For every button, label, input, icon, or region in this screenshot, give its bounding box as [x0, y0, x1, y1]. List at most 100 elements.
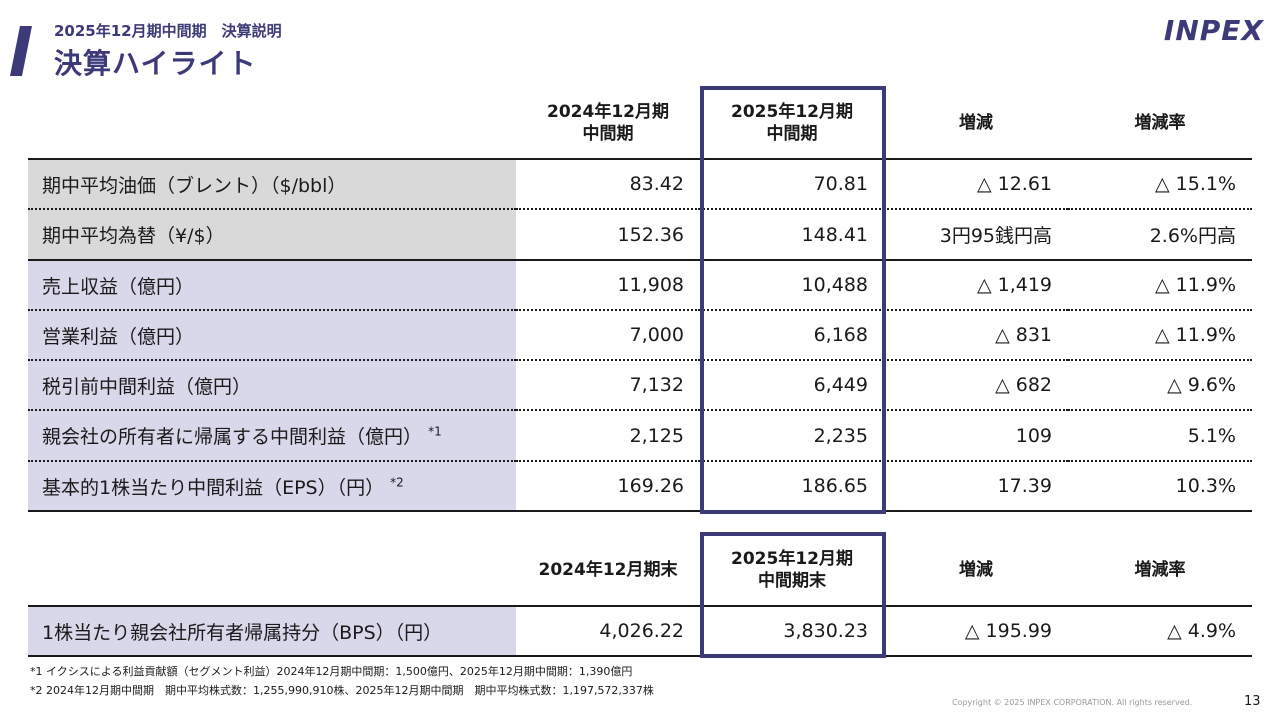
row-label-cell: 営業利益（億円） — [28, 310, 516, 361]
value-curr: 3,830.23 — [783, 620, 868, 642]
value-prev: 7,000 — [629, 324, 684, 346]
row-label: 売上収益（億円） — [42, 275, 195, 298]
value-prev-cell: 11,908 — [516, 260, 700, 311]
page-number: 13 — [1244, 694, 1261, 709]
row-label-cell: 期中平均油価（ブレント）（$/bbl） — [28, 158, 516, 210]
row-label: 1株当たり親会社所有者帰属持分（BPS）（円） — [42, 621, 443, 644]
row-label-cell: 基本的1株当たり中間利益（EPS）（円） *2 — [28, 461, 516, 512]
header-prev-period: 2024年12月期 中間期 — [516, 88, 700, 159]
header-change: 増減 — [959, 559, 993, 580]
value-curr-cell: 148.41 — [700, 209, 884, 261]
table-header-row: 2024年12月期末 2025年12月期 中間期末 増減 増減率 — [28, 534, 1252, 606]
value-change-rate-cell: 10.3% — [1068, 461, 1252, 512]
value-curr: 6,449 — [813, 374, 868, 396]
value-change-rate: 2.6%円高 — [1149, 225, 1236, 247]
value-curr-cell: 6,449 — [700, 360, 884, 411]
value-prev: 4,026.22 — [599, 620, 684, 642]
row-label-cell: 親会社の所有者に帰属する中間利益（億円） *1 — [28, 410, 516, 462]
value-prev-cell: 152.36 — [516, 209, 700, 261]
value-curr-cell: 6,168 — [700, 310, 884, 361]
header-accent-bar — [10, 26, 32, 76]
value-change-rate-cell: △ 4.9% — [1068, 605, 1252, 657]
value-prev-cell: 2,125 — [516, 410, 700, 462]
footnote-1: *1 イクシスによる利益貢献額（セグメント利益）2024年12月期中間期：1,5… — [30, 665, 633, 678]
value-curr: 6,168 — [813, 324, 868, 346]
table-row: 期中平均為替（¥/$） 152.36 148.41 3円95銭円高 2.6%円高 — [28, 209, 1252, 261]
value-curr-cell: 70.81 — [700, 158, 884, 210]
header-empty — [28, 534, 516, 606]
value-curr: 186.65 — [801, 475, 868, 497]
value-change: △ 195.99 — [964, 620, 1052, 642]
table-row: 1株当たり親会社所有者帰属持分（BPS）（円） 4,026.22 3,830.23 △… — [28, 605, 1252, 657]
value-prev: 152.36 — [617, 223, 684, 246]
row-label: 基本的1株当たり中間利益（EPS）（円） — [42, 476, 385, 499]
value-change-cell: △ 195.99 — [884, 605, 1068, 657]
header-change-rate: 増減率 — [1134, 113, 1186, 133]
value-curr-cell: 10,488 — [700, 260, 884, 311]
value-change-rate: 5.1% — [1187, 424, 1236, 447]
value-prev-cell: 169.26 — [516, 461, 700, 512]
row-label: 税引前中間利益（億円） — [42, 375, 252, 398]
value-change-rate: △ 9.6% — [1167, 374, 1236, 396]
value-prev: 11,908 — [617, 274, 684, 296]
value-change-cell: △ 12.61 — [884, 158, 1068, 210]
page-title: 決算ハイライト — [54, 47, 257, 80]
header-prev-period-text: 2024年12月期 中間期 — [547, 102, 669, 144]
value-change-rate-cell: △ 9.6% — [1068, 360, 1252, 411]
header-curr-period-end: 2025年12月期 中間期末 — [700, 534, 884, 606]
header-change: 増減 — [959, 113, 993, 133]
value-change: 3円95銭円高 — [939, 225, 1052, 247]
value-curr: 148.41 — [801, 223, 868, 246]
value-change-cell: 17.39 — [884, 461, 1068, 512]
table-header-row: 2024年12月期 中間期 2025年12月期 中間期 増減 増減率 — [28, 88, 1252, 159]
footnote-ref: *2 — [390, 475, 404, 490]
page-subtitle: 2025年12月期中間期 決算説明 — [54, 22, 282, 40]
value-change-rate: △ 4.9% — [1167, 620, 1236, 642]
value-change-rate: △ 11.9% — [1154, 274, 1236, 296]
value-change-rate-cell: △ 11.9% — [1068, 260, 1252, 311]
bps-table: 2024年12月期末 2025年12月期 中間期末 増減 増減率 1株当たり親会… — [28, 534, 1252, 657]
value-change: 17.39 — [997, 475, 1052, 497]
value-change-rate-cell: 2.6%円高 — [1068, 209, 1252, 261]
header-change-rate: 増減率 — [1134, 559, 1186, 580]
value-prev-cell: 83.42 — [516, 158, 700, 210]
value-curr: 2,235 — [813, 424, 868, 447]
value-change: △ 12.61 — [976, 173, 1052, 195]
row-label-cell: 税引前中間利益（億円） — [28, 360, 516, 411]
table-row: 売上収益（億円） 11,908 10,488 △ 1,419 △ 11.9% — [28, 260, 1252, 311]
value-change-rate-cell: △ 15.1% — [1068, 158, 1252, 210]
value-change-rate-cell: △ 11.9% — [1068, 310, 1252, 361]
value-change-rate-cell: 5.1% — [1068, 410, 1252, 462]
table-row: 期中平均油価（ブレント）（$/bbl） 83.42 70.81 △ 12.61 △ 15… — [28, 158, 1252, 210]
footnote-ref: *1 — [428, 424, 442, 439]
value-curr-cell: 2,235 — [700, 410, 884, 462]
value-change-rate: △ 15.1% — [1154, 173, 1236, 195]
header-curr-period-text: 2025年12月期 中間期 — [731, 102, 853, 144]
value-change-cell: △ 682 — [884, 360, 1068, 411]
table-row: 営業利益（億円） 7,000 6,168 △ 831 △ 11.9% — [28, 310, 1252, 361]
value-change: △ 831 — [995, 324, 1052, 346]
financial-highlights-table: 2024年12月期 中間期 2025年12月期 中間期 増減 増減率 期中平均油… — [28, 88, 1252, 512]
value-curr: 70.81 — [813, 173, 868, 195]
value-prev: 169.26 — [617, 475, 684, 497]
value-prev: 2,125 — [629, 424, 684, 447]
row-label-cell: 売上収益（億円） — [28, 260, 516, 311]
header-curr-period-end-text: 2025年12月期 中間期末 — [731, 548, 853, 591]
value-change: △ 1,419 — [976, 274, 1052, 296]
row-label-cell: 期中平均為替（¥/$） — [28, 209, 516, 261]
value-curr-cell: 186.65 — [700, 461, 884, 512]
value-prev: 83.42 — [629, 173, 684, 195]
footnote-2: *2 2024年12月期中間期 期中平均株式数：1,255,990,910株、2… — [30, 684, 654, 697]
value-change-cell: 109 — [884, 410, 1068, 462]
table-row: 税引前中間利益（億円） 7,132 6,449 △ 682 △ 9.6% — [28, 360, 1252, 411]
header-curr-period: 2025年12月期 中間期 — [700, 88, 884, 159]
value-change: △ 682 — [995, 374, 1052, 396]
row-label: 期中平均為替（¥/$） — [42, 225, 225, 247]
row-label: 営業利益（億円） — [42, 325, 195, 348]
value-change-cell: △ 831 — [884, 310, 1068, 361]
table-row: 親会社の所有者に帰属する中間利益（億円） *1 2,125 2,235 109 5.1% — [28, 410, 1252, 462]
value-prev-cell: 7,132 — [516, 360, 700, 411]
value-curr-cell: 3,830.23 — [700, 605, 884, 657]
row-label: 期中平均油価（ブレント）（$/bbl） — [42, 174, 347, 197]
value-change-cell: △ 1,419 — [884, 260, 1068, 311]
